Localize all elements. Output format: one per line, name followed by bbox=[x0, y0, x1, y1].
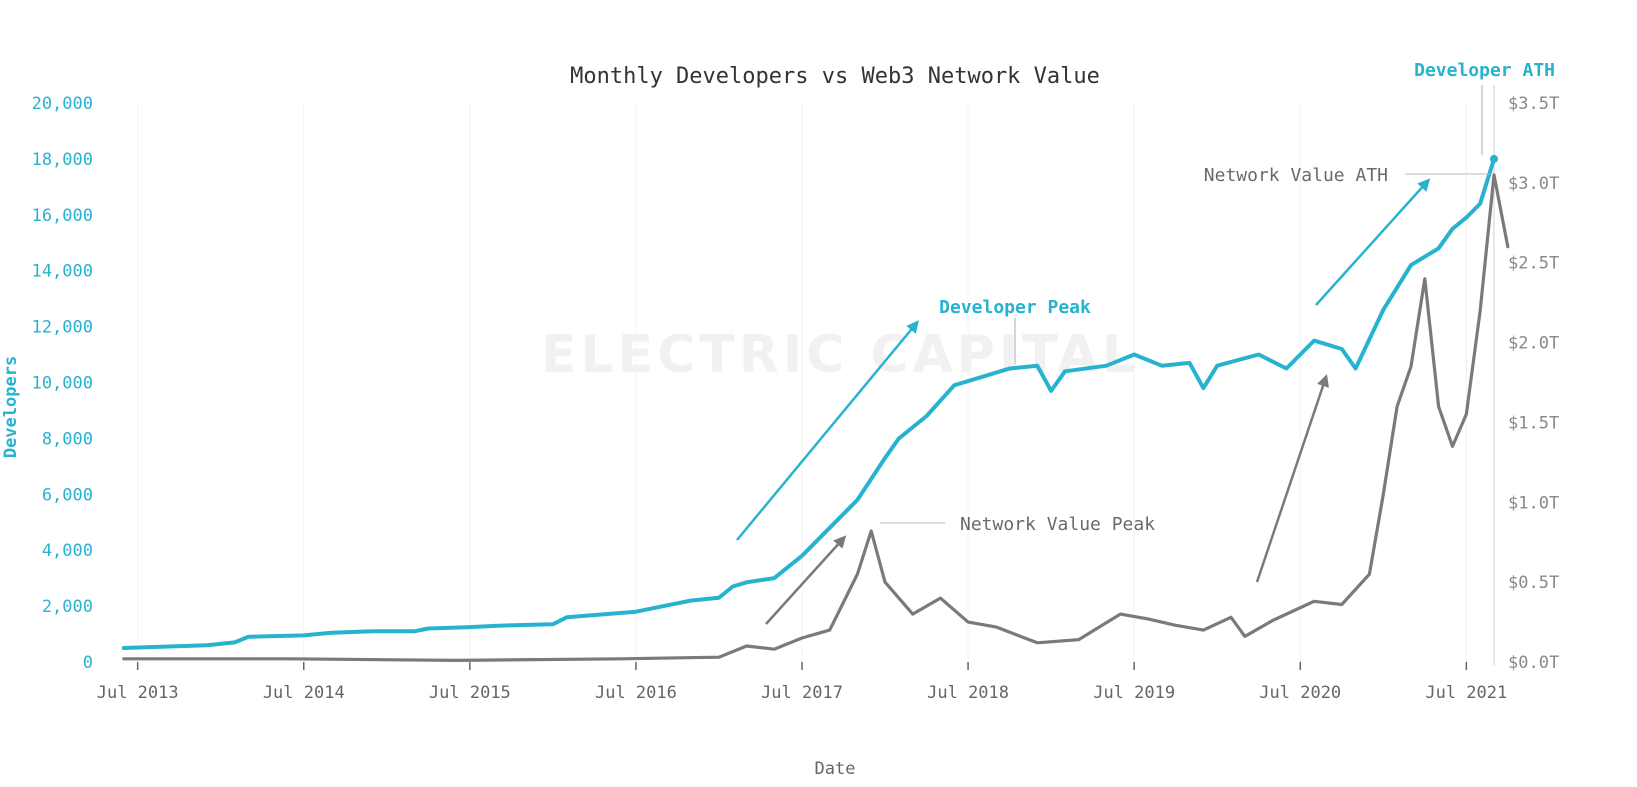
left-axis-ticks: 0 2,000 4,000 6,000 8,000 10,000 12,000 14,000 1… bbox=[32, 94, 93, 673]
x-tick-label: Jul 2016 bbox=[595, 683, 677, 703]
x-tick-label: Jul 2019 bbox=[1093, 683, 1175, 703]
left-tick-label: 18,000 bbox=[32, 150, 93, 170]
right-tick-label: $2.5T bbox=[1508, 254, 1559, 274]
developer-peak-label: Developer Peak bbox=[939, 297, 1091, 318]
left-tick-label: 12,000 bbox=[32, 318, 93, 338]
right-tick-label: $1.0T bbox=[1508, 493, 1559, 513]
developer-ath-marker bbox=[1490, 154, 1498, 163]
right-tick-label: $3.0T bbox=[1508, 174, 1559, 194]
developers-line bbox=[121, 156, 1496, 650]
x-tick-label: Jul 2014 bbox=[263, 683, 345, 703]
right-axis-ticks: $0.0T $0.5T $1.0T $1.5T $2.0T $2.5T $3.0T $3.5T bbox=[1508, 94, 1559, 673]
right-tick-label: $2.0T bbox=[1508, 334, 1559, 354]
x-tick-label: Jul 2021 bbox=[1425, 683, 1507, 703]
x-axis-label: Date bbox=[815, 759, 856, 779]
trend-arrows bbox=[736, 178, 1431, 625]
x-tick-label: Jul 2013 bbox=[97, 683, 179, 703]
left-tick-label: 0 bbox=[83, 653, 93, 673]
x-tick-label: Jul 2015 bbox=[429, 683, 511, 703]
grid bbox=[137, 85, 1495, 665]
trend-arrow bbox=[1315, 178, 1431, 306]
left-tick-label: 10,000 bbox=[32, 374, 93, 394]
left-tick-label: 14,000 bbox=[32, 262, 93, 282]
x-tick-label: Jul 2018 bbox=[927, 683, 1009, 703]
x-tick-label: Jul 2017 bbox=[761, 683, 843, 703]
right-tick-label: $0.0T bbox=[1508, 653, 1559, 673]
x-axis-ticks: Jul 2013 Jul 2014 Jul 2015 Jul 2016 Jul 2017… bbox=[97, 662, 1507, 703]
left-tick-label: 8,000 bbox=[42, 429, 93, 449]
network-value-peak-label: Network Value Peak bbox=[960, 514, 1155, 535]
right-tick-label: $3.5T bbox=[1508, 94, 1559, 114]
network-value-line bbox=[122, 173, 1510, 662]
right-tick-label: $0.5T bbox=[1508, 573, 1559, 593]
trend-arrow bbox=[736, 320, 919, 541]
left-tick-label: 4,000 bbox=[42, 541, 93, 561]
trend-arrow bbox=[765, 535, 847, 625]
x-tick-label: Jul 2020 bbox=[1259, 683, 1341, 703]
left-tick-label: 20,000 bbox=[32, 94, 93, 114]
annotations: Developer Peak Network Value Peak Network … bbox=[880, 60, 1555, 535]
left-tick-label: 6,000 bbox=[42, 485, 93, 505]
network-value-ath-label: Network Value ATH bbox=[1204, 165, 1388, 186]
chart-title: Monthly Developers vs Web3 Network Value bbox=[570, 64, 1100, 89]
watermark: ELECTRIC CAPITAL bbox=[541, 325, 1139, 385]
trend-arrow bbox=[1255, 374, 1329, 583]
right-tick-label: $1.5T bbox=[1508, 413, 1559, 433]
left-tick-label: 2,000 bbox=[42, 597, 93, 617]
developer-ath-label: Developer ATH bbox=[1414, 60, 1555, 81]
left-tick-label: 16,000 bbox=[32, 206, 93, 226]
y-axis-label: Developers bbox=[1, 356, 21, 458]
